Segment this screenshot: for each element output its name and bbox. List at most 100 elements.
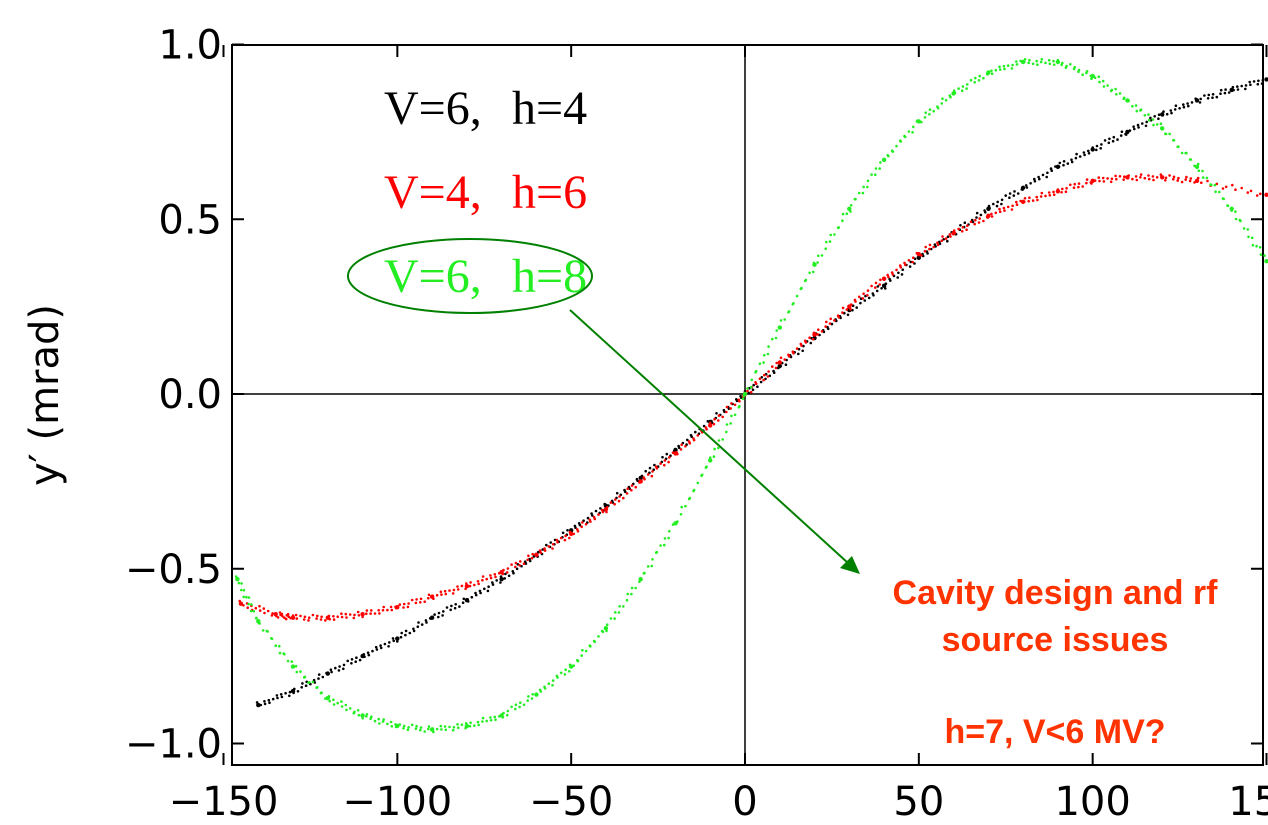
data-point (1194, 164, 1200, 169)
data-point (1252, 80, 1256, 83)
data-point (258, 609, 262, 612)
data-point (754, 382, 758, 386)
data-point (256, 619, 261, 624)
data-point (342, 663, 346, 667)
data-point (317, 673, 321, 676)
data-point (340, 615, 344, 619)
data-point (1069, 183, 1072, 187)
data-point (646, 565, 650, 568)
data-point (1119, 134, 1123, 137)
data-point (881, 276, 887, 281)
data-point (1020, 199, 1026, 204)
data-point (1008, 196, 1011, 199)
data-point (771, 337, 774, 341)
data-point (1189, 158, 1193, 161)
legend-entry: V=4, h=6 (384, 166, 587, 219)
data-point (708, 423, 713, 428)
data-point (1106, 84, 1109, 87)
data-point (360, 612, 365, 617)
data-point (809, 341, 813, 345)
data-point (295, 670, 299, 674)
data-point (1242, 227, 1246, 230)
data-point (1060, 191, 1063, 194)
data-point (861, 191, 865, 195)
data-point (379, 646, 383, 650)
data-point (916, 255, 921, 260)
data-point (299, 614, 302, 618)
data-point (804, 341, 808, 344)
data-point (1206, 97, 1210, 100)
data-point (975, 216, 978, 219)
data-point (936, 241, 939, 245)
data-point (936, 243, 940, 247)
data-point (389, 720, 393, 724)
data-point (1194, 98, 1200, 103)
data-point (456, 585, 459, 588)
data-point (408, 631, 412, 635)
data-point (319, 618, 323, 621)
data-point (966, 83, 969, 86)
data-point (316, 614, 319, 618)
data-point (1055, 164, 1061, 169)
data-point (439, 590, 443, 594)
data-point (342, 667, 345, 671)
data-point (1108, 137, 1111, 141)
data-point (717, 446, 720, 450)
data-point (1247, 235, 1250, 239)
data-point (787, 355, 791, 358)
data-point (668, 456, 671, 459)
data-point (1134, 175, 1138, 178)
data-point (410, 598, 414, 602)
data-point (1109, 180, 1113, 184)
data-point (708, 458, 713, 463)
data-point (1015, 63, 1019, 66)
data-point (294, 664, 298, 668)
data-point (491, 581, 494, 584)
data-point (568, 536, 571, 540)
data-point (1110, 177, 1114, 181)
data-point (1199, 97, 1202, 101)
data-point (448, 725, 451, 729)
data-point (400, 631, 404, 635)
data-point (1065, 64, 1068, 68)
data-point (684, 445, 687, 448)
data-point (996, 200, 999, 204)
data-point (365, 609, 369, 612)
data-point (499, 570, 504, 575)
data-point (489, 576, 493, 580)
data-point (1201, 176, 1205, 179)
data-point (245, 595, 248, 599)
data-point (1065, 187, 1068, 190)
data-point (437, 615, 440, 619)
data-point (522, 703, 526, 707)
data-point (1251, 243, 1255, 247)
data-point (1020, 59, 1026, 65)
data-point (800, 344, 803, 347)
data-point (494, 575, 497, 579)
data-point (1047, 58, 1051, 62)
data-point (389, 605, 393, 609)
data-point (1039, 195, 1043, 198)
data-point (1095, 144, 1099, 148)
data-point (524, 562, 528, 565)
data-point (841, 306, 845, 310)
data-point (543, 549, 547, 552)
data-point (630, 489, 633, 492)
data-point (1016, 192, 1020, 195)
data-point (486, 589, 490, 593)
data-point (551, 547, 554, 550)
data-point (1255, 244, 1258, 248)
data-point (518, 705, 521, 709)
data-point (998, 68, 1002, 71)
data-point (473, 724, 476, 727)
data-point (881, 157, 887, 162)
data-point (824, 247, 827, 250)
data-point (1052, 59, 1055, 63)
data-point (240, 588, 243, 592)
data-point (449, 608, 453, 612)
data-point (1139, 173, 1143, 176)
data-point (316, 686, 319, 689)
data-point (614, 498, 617, 501)
data-point (344, 703, 348, 707)
data-point (1003, 67, 1006, 71)
